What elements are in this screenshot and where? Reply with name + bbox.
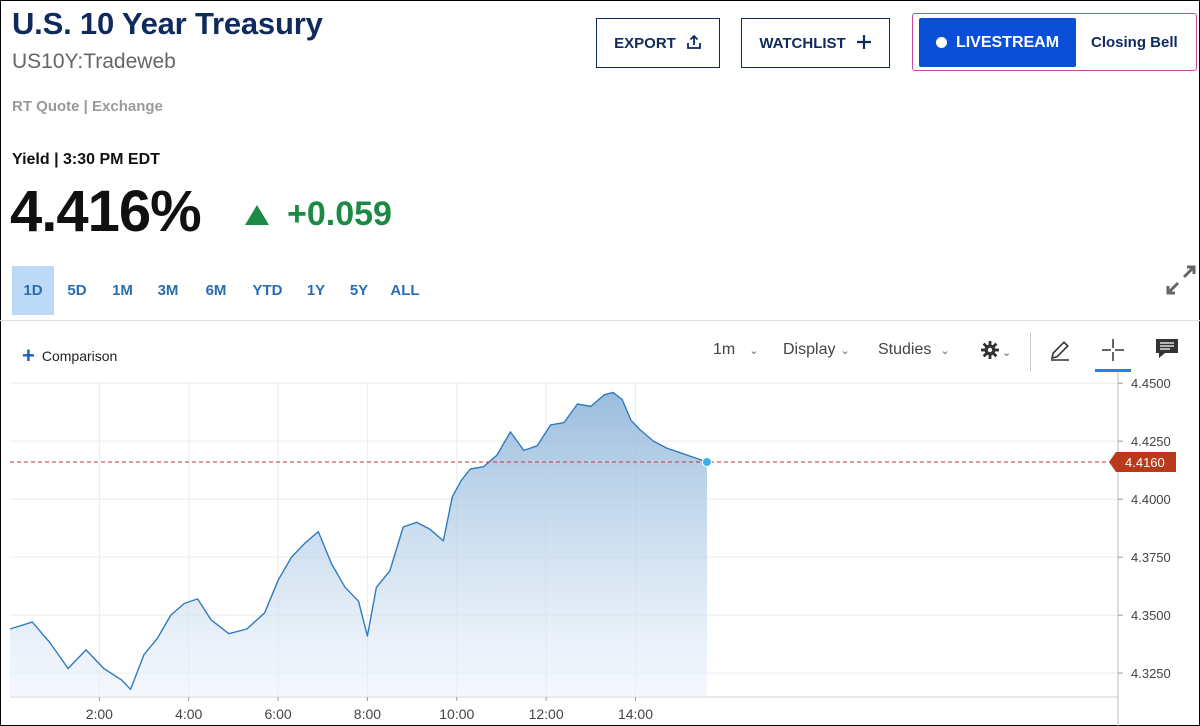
y-tick-label: 4.3500 bbox=[1131, 608, 1171, 623]
interval-label: 1m bbox=[713, 341, 736, 358]
last-point-marker[interactable] bbox=[701, 457, 712, 468]
tab-1d[interactable]: 1D bbox=[12, 266, 54, 315]
x-tick-label: 4:00 bbox=[175, 706, 202, 722]
y-tick-label: 4.4250 bbox=[1131, 434, 1171, 449]
yield-timestamp: Yield | 3:30 PM EDT bbox=[12, 151, 160, 168]
share-icon bbox=[686, 34, 702, 53]
x-tick-label: 10:00 bbox=[439, 706, 474, 722]
tab-all[interactable]: ALL bbox=[390, 282, 420, 299]
series-area bbox=[10, 392, 707, 697]
y-tick-label: 4.4000 bbox=[1131, 492, 1171, 507]
x-tick-label: 12:00 bbox=[529, 706, 564, 722]
chevron-down-icon: ⌄ bbox=[840, 344, 850, 357]
up-arrow-icon bbox=[245, 204, 269, 225]
comment-icon[interactable] bbox=[1155, 338, 1179, 360]
live-dot-icon bbox=[935, 37, 947, 48]
toolbar-divider bbox=[1030, 333, 1031, 371]
pencil-icon[interactable] bbox=[1048, 338, 1072, 362]
watchlist-button[interactable]: WATCHLIST bbox=[741, 18, 890, 68]
series-line[interactable] bbox=[9, 391, 708, 690]
export-label: EXPORT bbox=[614, 34, 676, 52]
x-tick-label: 6:00 bbox=[264, 706, 291, 722]
yield-chart[interactable]: 4.4500 4.4250 4.4000 4.3750 4.3500 4.3250 2:00… bbox=[0, 372, 1200, 726]
y-tick-label: 4.3250 bbox=[1131, 666, 1171, 681]
livestream-label: LIVESTREAM bbox=[955, 33, 1060, 51]
ticker-symbol: US10Y:Tradeweb bbox=[12, 50, 176, 73]
last-price-tag-label: 4.4160 bbox=[1125, 455, 1165, 470]
interval-dropdown[interactable]: 1m ⌄ bbox=[713, 341, 758, 359]
active-tool-indicator bbox=[1095, 369, 1131, 372]
livestream-widget: LIVESTREAM Closing Bell bbox=[912, 13, 1197, 71]
x-tick-label: 14:00 bbox=[618, 706, 653, 722]
chevron-down-icon: ⌄ bbox=[940, 344, 950, 357]
tab-6m[interactable]: 6M bbox=[205, 282, 227, 299]
watchlist-label: WATCHLIST bbox=[759, 34, 846, 52]
expand-icon[interactable] bbox=[1165, 264, 1197, 296]
chevron-down-icon: ⌄ bbox=[1002, 347, 1012, 359]
x-tick-label: 2:00 bbox=[86, 706, 113, 722]
y-tick-label: 4.4500 bbox=[1131, 376, 1171, 391]
studies-label: Studies bbox=[878, 341, 932, 358]
comparison-label: Comparison bbox=[41, 348, 118, 364]
tab-1m[interactable]: 1M bbox=[112, 282, 133, 299]
crosshair-icon[interactable] bbox=[1101, 338, 1125, 362]
last-price: 4.416% bbox=[10, 179, 202, 244]
closing-bell-link[interactable]: Closing Bell bbox=[1091, 34, 1178, 51]
tab-1y[interactable]: 1Y bbox=[306, 282, 326, 299]
display-label: Display bbox=[783, 341, 836, 358]
gear-icon bbox=[980, 340, 1000, 365]
divider bbox=[0, 320, 1200, 321]
livestream-button[interactable]: LIVESTREAM bbox=[919, 18, 1076, 67]
tab-5d[interactable]: 5D bbox=[67, 282, 87, 299]
export-button[interactable]: EXPORT bbox=[596, 18, 720, 68]
tab-5y[interactable]: 5Y bbox=[349, 282, 369, 299]
change-value: +0.059 bbox=[287, 195, 392, 233]
plus-icon bbox=[856, 34, 872, 53]
tab-3m[interactable]: 3M bbox=[157, 282, 179, 299]
range-tabs: 1D 5D 1M 3M 6M YTD 1Y 5Y ALL bbox=[12, 266, 430, 315]
tab-ytd[interactable]: YTD bbox=[252, 282, 283, 299]
studies-dropdown[interactable]: Studies ⌄ bbox=[878, 341, 950, 359]
page-title: U.S. 10 Year Treasury bbox=[12, 6, 323, 41]
chevron-down-icon: ⌄ bbox=[749, 344, 759, 357]
price-change: +0.059 bbox=[245, 195, 392, 234]
y-tick-label: 4.3750 bbox=[1131, 550, 1171, 565]
last-price-tag bbox=[1109, 452, 1176, 473]
quote-source: RT Quote | Exchange bbox=[12, 98, 163, 115]
display-dropdown[interactable]: Display ⌄ bbox=[783, 341, 850, 359]
settings-dropdown[interactable]: ⌄ bbox=[980, 340, 1011, 365]
x-tick-label: 8:00 bbox=[354, 706, 381, 722]
comparison-button[interactable]: + Comparison bbox=[22, 345, 117, 367]
plus-icon: + bbox=[22, 343, 35, 368]
